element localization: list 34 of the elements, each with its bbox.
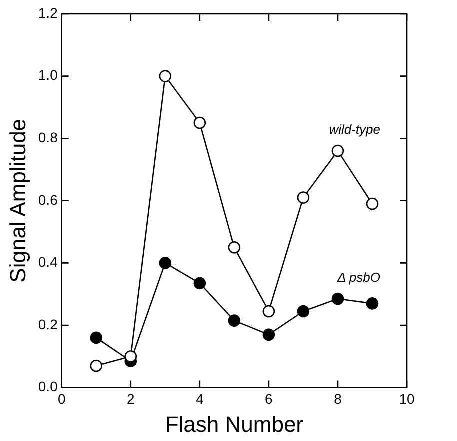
y-axis-title: Signal Amplitude: [5, 118, 30, 283]
y-tick-label: 0.0: [38, 378, 58, 395]
point: [159, 257, 172, 270]
legend-label: wild-type: [329, 122, 380, 138]
point: [262, 328, 276, 341]
x-tick-label: 10: [399, 391, 415, 408]
point: [228, 241, 241, 254]
point: [332, 144, 344, 158]
point: [124, 350, 138, 363]
point: [262, 305, 276, 318]
point: [297, 192, 310, 204]
x-tick-label: 4: [196, 391, 204, 408]
point: [90, 360, 103, 372]
x-tick-label: 0: [58, 391, 66, 408]
point: [366, 298, 379, 310]
y-tick-label: 0.4: [38, 254, 58, 270]
y-tick-label: 0.2: [38, 316, 58, 332]
point: [90, 332, 103, 344]
y-tick-label: 1.2: [38, 4, 58, 21]
series-label: Δ psbO: [336, 270, 380, 286]
point: [366, 198, 379, 210]
x-axis-title: Flash Number: [165, 412, 304, 437]
x-tick-label: 2: [126, 391, 135, 408]
y-tick-label: 0.8: [38, 129, 58, 146]
point: [332, 292, 344, 306]
point: [297, 305, 310, 318]
x-tick-label: 8: [334, 391, 342, 408]
y-tick-label: 0.6: [38, 192, 58, 208]
point: [194, 277, 206, 290]
y-tick-label: 1.0: [38, 67, 58, 84]
point: [228, 314, 241, 327]
point: [194, 116, 206, 130]
x-tick-label: 6: [265, 391, 274, 408]
point: [159, 70, 172, 82]
